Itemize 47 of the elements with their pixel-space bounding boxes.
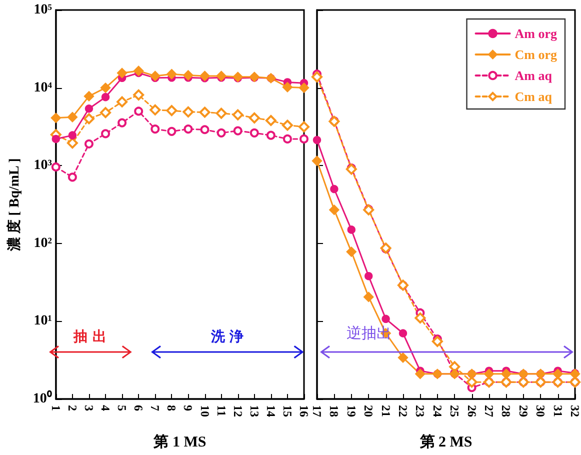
x-axis-title: 第 1 MS	[152, 434, 206, 450]
x-tick-label: 20	[362, 405, 376, 417]
x-tick-label: 19	[344, 405, 358, 417]
x-tick-label: 21	[378, 405, 393, 417]
x-tick-label: 10	[198, 405, 212, 417]
x-tick-label: 26	[464, 405, 479, 417]
y-tick-label: 10⁴	[34, 80, 53, 96]
x-tick-label: 23	[413, 405, 428, 417]
x-tick-label: 2	[65, 405, 80, 411]
y-axis-title: 濃 度 [ Bq/mL ]	[6, 158, 22, 252]
x-tick-label: 6	[132, 405, 146, 411]
x-tick-label: 12	[230, 405, 245, 417]
y-tick-label: 10¹	[34, 314, 52, 329]
x-tick-label: 32	[568, 405, 581, 417]
x-tick-label: 25	[448, 405, 462, 417]
annotation: 洗 浄	[210, 328, 244, 346]
x-tick-label: 8	[164, 405, 179, 411]
x-tick-label: 18	[327, 405, 342, 417]
x-tick-label: 3	[82, 405, 96, 411]
y-tick-label: 10⁰	[32, 390, 52, 406]
x-tick-label: 29	[516, 405, 530, 417]
legend-label: Cm aq	[514, 89, 553, 104]
x-axis-title: 第 2 MS	[418, 434, 472, 450]
x-tick-label: 17	[310, 405, 324, 417]
x-tick-label: 11	[214, 405, 228, 416]
x-tick-label: 24	[430, 405, 444, 417]
x-tick-label: 30	[534, 405, 548, 417]
annotation: 抽 出	[74, 328, 106, 346]
x-tick-label: 31	[550, 405, 565, 417]
legend-label: Cm org	[514, 47, 558, 62]
x-tick-label: 9	[181, 405, 196, 411]
x-tick-label: 7	[148, 405, 162, 411]
x-tick-label: 13	[247, 405, 262, 417]
x-tick-label: 14	[264, 405, 278, 417]
x-tick-label: 22	[396, 405, 410, 417]
legend-label: Am aq	[514, 68, 553, 83]
y-tick-label: 10⁵	[34, 2, 52, 18]
x-tick-label: 4	[98, 405, 113, 411]
x-tick-label: 5	[115, 405, 130, 411]
legend-label: Am org	[514, 26, 558, 41]
y-tick-label: 10³	[34, 158, 52, 174]
x-tick-label: 15	[280, 405, 294, 417]
y-tick-label: 10²	[34, 236, 52, 251]
x-tick-label: 27	[482, 405, 496, 417]
x-tick-label: 28	[499, 405, 514, 417]
x-tick-label: 1	[48, 405, 63, 411]
x-tick-label: 16	[297, 405, 311, 417]
